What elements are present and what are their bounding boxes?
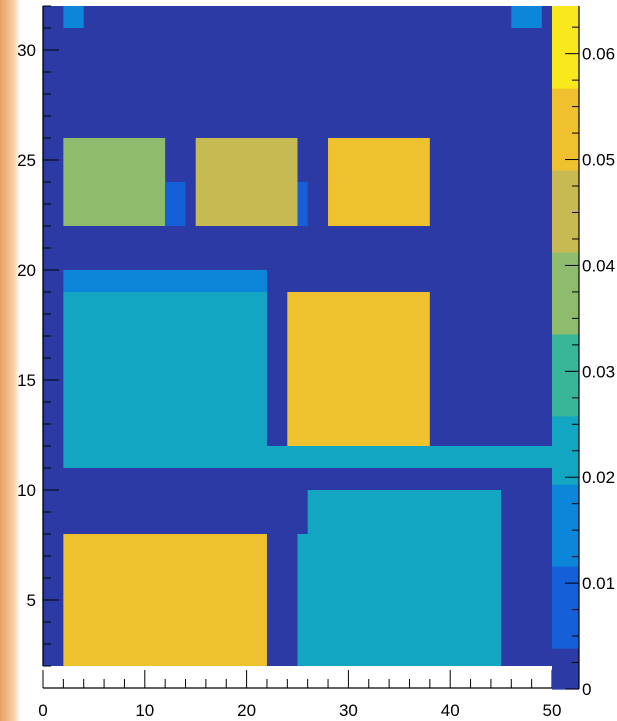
heatmap-cell: [63, 138, 166, 226]
y-axis: 5 10 15 20 25 30: [17, 5, 59, 667]
colorbar-step: [552, 156, 579, 171]
heatmap-cell: [63, 292, 267, 446]
x-tick-label: 40: [441, 701, 460, 720]
y-tick-label: 5: [27, 591, 36, 610]
colorbar-step: [552, 183, 579, 198]
x-axis: 0 10 20 30 40 50: [38, 666, 561, 720]
colorbar-step: [552, 443, 579, 458]
colorbar-tick-label: 0.02: [582, 468, 615, 487]
colorbar-step: [552, 101, 579, 116]
y-tick-label: 20: [17, 261, 36, 280]
x-tick-label: 50: [543, 701, 562, 720]
colorbar-tick-label: 0.06: [582, 45, 615, 64]
colorbar-step: [552, 333, 579, 349]
colorbar-step: [552, 224, 579, 239]
heatmap-cell: [297, 534, 502, 666]
colorbar-tick-label: 0: [582, 680, 591, 699]
colorbar-step: [552, 566, 579, 581]
heatmap-cell: [511, 6, 542, 28]
colorbar-step: [552, 306, 579, 321]
colorbar-step: [552, 238, 579, 253]
colorbar-step: [552, 279, 579, 294]
x-tick-label: 30: [339, 701, 358, 720]
colorbar-step: [552, 210, 579, 226]
colorbar-step: [552, 142, 579, 157]
colorbar-step: [552, 552, 579, 567]
background-photo-strip: [0, 0, 20, 721]
colorbar-step: [552, 497, 579, 513]
colorbar-step: [552, 87, 579, 103]
colorbar-tick-label: 0.03: [582, 362, 615, 381]
colorbar-tick-label: 0.05: [582, 151, 615, 170]
colorbar-step: [552, 648, 579, 663]
heatmap-cell: [195, 138, 298, 226]
heatmap-cell: [63, 534, 267, 666]
colorbar: 0 0.01 0.02 0.03 0.04 0.05 0.06: [552, 6, 615, 699]
colorbar-step: [552, 579, 579, 594]
colorbar-step: [552, 128, 579, 144]
heatmap-cell: [287, 292, 430, 446]
colorbar-step: [552, 620, 579, 635]
colorbar-step: [552, 511, 579, 526]
colorbar-step: [552, 484, 579, 499]
colorbar-tick-label: 0.01: [582, 574, 615, 593]
colorbar-step: [552, 251, 579, 267]
colorbar-step: [552, 60, 579, 75]
colorbar-step: [552, 456, 579, 472]
heatmap-cell: [63, 270, 267, 292]
colorbar-step: [552, 74, 579, 89]
heatmap-cell: [63, 446, 553, 468]
heatmap-cell: [63, 6, 84, 28]
x-tick-label: 0: [38, 701, 47, 720]
colorbar-step: [552, 265, 579, 280]
y-tick-label: 15: [17, 371, 36, 390]
colorbar-step: [552, 429, 579, 444]
heatmap-cell: [165, 182, 186, 226]
colorbar-step: [552, 347, 579, 362]
colorbar-step: [552, 197, 579, 212]
x-tick-label: 20: [237, 701, 256, 720]
heatmap-cell: [297, 182, 308, 226]
x-axis-strip: [43, 666, 552, 688]
y-tick-label: 30: [17, 41, 36, 60]
heatmap-cells: [63, 6, 553, 666]
colorbar-step: [552, 292, 579, 308]
colorbar-step: [552, 607, 579, 622]
colorbar-step: [552, 388, 579, 403]
colorbar-step: [552, 661, 579, 676]
colorbar-step: [552, 538, 579, 553]
colorbar-step: [552, 320, 579, 335]
y-tick-label: 25: [17, 151, 36, 170]
colorbar-step: [552, 361, 579, 376]
colorbar-step: [552, 634, 579, 649]
colorbar-step: [552, 374, 579, 390]
heatmap-cell: [328, 138, 430, 226]
y-tick-label: 10: [17, 481, 36, 500]
colorbar-step: [552, 525, 579, 540]
colorbar-tick-label: 0.04: [582, 256, 615, 275]
colorbar-step: [552, 402, 579, 417]
heatmap-cell: [307, 490, 502, 534]
colorbar-step: [552, 115, 579, 130]
colorbar-step: [552, 593, 579, 608]
colorbar-step: [552, 19, 579, 34]
colorbar-step: [552, 415, 579, 431]
colorbar-step: [552, 6, 579, 21]
x-tick-label: 10: [135, 701, 154, 720]
colorbar-step: [552, 169, 579, 185]
colorbar-step: [552, 675, 579, 690]
colorbar-step: [552, 33, 579, 48]
